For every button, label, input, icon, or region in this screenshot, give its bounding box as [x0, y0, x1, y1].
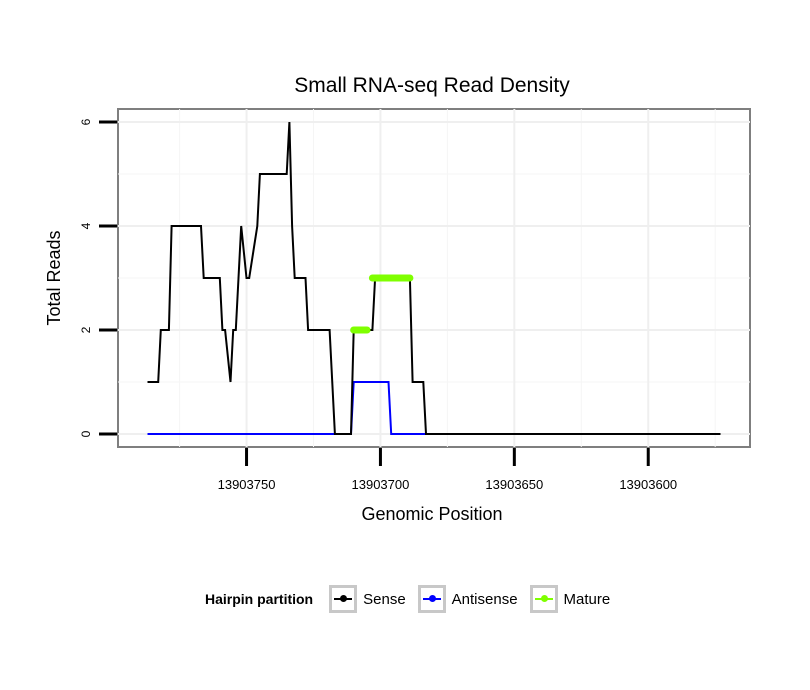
legend-title: Hairpin partition	[205, 591, 314, 607]
x-tick-label: 13903650	[485, 477, 543, 492]
chart-title: Small RNA-seq Read Density	[294, 74, 570, 97]
y-tick-label: 0	[79, 430, 93, 437]
legend-key-antisense	[417, 585, 446, 613]
x-tick-label: 13903700	[352, 477, 410, 492]
legend-label-sense: Sense	[363, 590, 406, 608]
mature-segments	[350, 274, 414, 334]
x-axis-label: Genomic Position	[361, 504, 502, 524]
y-tick-label: 6	[79, 118, 93, 125]
x-tick-label: 13903750	[218, 477, 276, 492]
x-tick-label: 13903600	[619, 477, 677, 492]
y-tick-label: 4	[79, 222, 93, 229]
legend-label-mature: Mature	[563, 590, 611, 608]
legend-label-antisense: Antisense	[451, 590, 518, 608]
legend-item-mature: Mature	[529, 585, 617, 613]
y-axis: 0 2 4 6	[79, 118, 117, 437]
legend: Hairpin partition Sense Antisense Mature	[205, 582, 622, 616]
legend-key-sense	[329, 585, 358, 613]
x-axis: 13903750 13903700 13903650 13903600	[218, 448, 677, 492]
y-axis-label: Total Reads	[44, 230, 64, 325]
y-tick-label: 2	[79, 326, 93, 333]
legend-key-mature	[529, 585, 558, 613]
legend-item-sense: Sense	[329, 585, 412, 613]
legend-item-antisense: Antisense	[417, 585, 524, 613]
grid-lines	[118, 109, 750, 447]
